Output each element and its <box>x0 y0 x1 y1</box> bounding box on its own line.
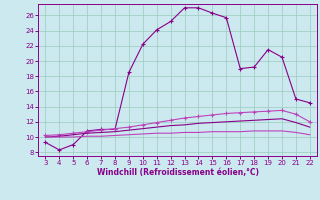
X-axis label: Windchill (Refroidissement éolien,°C): Windchill (Refroidissement éolien,°C) <box>97 168 259 177</box>
